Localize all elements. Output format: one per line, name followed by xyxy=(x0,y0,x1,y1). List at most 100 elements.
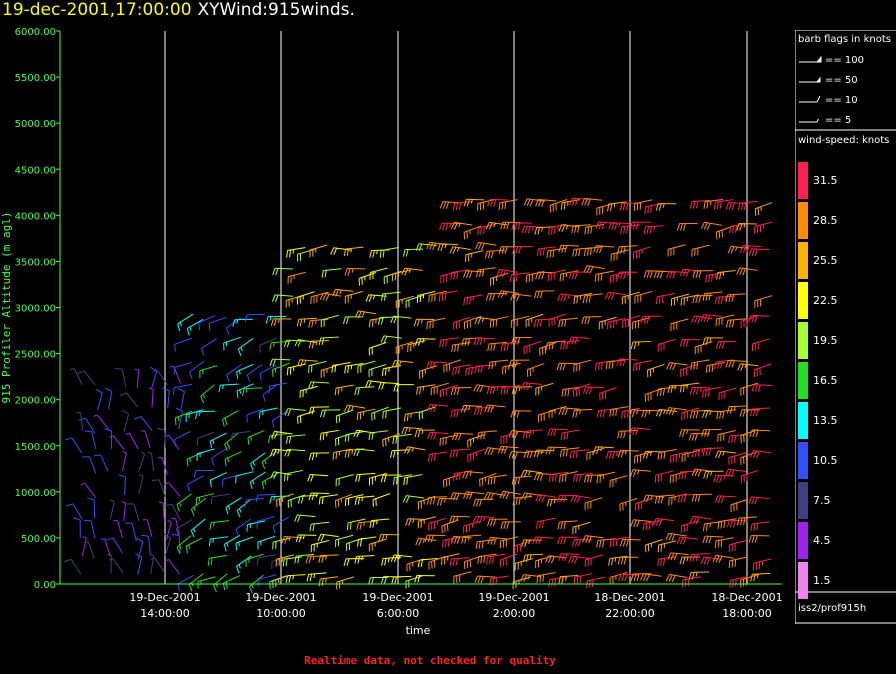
wind-barb xyxy=(403,411,424,422)
barb-flag xyxy=(305,556,309,564)
barb-flag xyxy=(390,315,395,324)
barb-flag xyxy=(744,364,747,369)
barb-flag xyxy=(346,405,351,413)
barb-flag xyxy=(512,274,515,282)
barb-staff xyxy=(258,554,277,559)
barb-flag xyxy=(337,387,340,395)
barb-staff xyxy=(550,471,569,476)
wind-barb xyxy=(319,429,339,441)
wind-barb xyxy=(118,474,127,496)
barb-flag xyxy=(95,388,103,394)
barb-flag xyxy=(208,538,211,547)
barb-flag xyxy=(699,387,702,392)
wind-barb xyxy=(438,290,458,302)
barb-flag xyxy=(612,539,615,547)
barb-flag xyxy=(532,536,536,544)
wind-barb xyxy=(334,493,353,508)
barb-flag xyxy=(631,409,636,418)
barb-flag xyxy=(721,341,725,349)
barb-flag xyxy=(420,319,423,324)
barb-flag xyxy=(628,574,631,579)
wind-barb xyxy=(258,574,277,587)
barb-flag xyxy=(535,536,539,545)
barb-flag xyxy=(529,199,534,207)
barb-flag xyxy=(726,520,731,528)
wind-barb xyxy=(113,519,123,538)
barb-flag xyxy=(564,553,568,562)
barb-flag xyxy=(493,537,497,545)
barb-flag xyxy=(725,360,729,368)
barb-flag xyxy=(583,248,586,257)
barb-flag xyxy=(226,374,230,383)
barb-flag xyxy=(520,470,525,478)
barb-staff xyxy=(185,537,203,547)
wind-barb xyxy=(365,294,387,302)
barb-flag xyxy=(534,227,538,236)
barb-flag xyxy=(729,520,734,528)
barb-flag xyxy=(315,340,318,346)
wind-barb xyxy=(257,535,276,550)
barb-staff xyxy=(752,572,771,575)
barb-item-100: == 100 xyxy=(825,55,865,66)
barb-flag xyxy=(561,245,565,253)
barb-flag xyxy=(445,223,449,231)
barb-flag xyxy=(680,223,683,231)
barb-flag xyxy=(288,436,292,444)
barb-flag xyxy=(494,361,497,366)
barb-flag xyxy=(499,269,504,277)
barb-flag xyxy=(238,564,241,569)
barb-flag xyxy=(268,435,271,444)
barb-flag xyxy=(680,298,683,306)
barb-flag xyxy=(523,382,528,391)
barb-staff xyxy=(133,503,140,522)
barb-flag xyxy=(663,558,666,566)
barb-flag xyxy=(703,471,707,479)
barb-flag xyxy=(570,495,575,503)
y-tick-label: 3000.00 xyxy=(15,304,56,315)
barb-flag xyxy=(671,533,676,542)
barb-flag xyxy=(343,248,347,257)
barb-staff xyxy=(109,501,115,520)
barb-flag xyxy=(608,451,612,459)
wind-barb xyxy=(642,494,665,503)
wind-barb xyxy=(255,494,276,503)
barb-flag xyxy=(93,454,101,457)
wind-barb xyxy=(630,573,652,581)
color-swatch-label: 28.5 xyxy=(813,214,838,227)
barb-flag xyxy=(574,556,578,564)
wind-barb xyxy=(739,244,761,253)
barb-flag xyxy=(705,410,709,418)
barb-flag xyxy=(121,501,126,504)
wind-barb xyxy=(70,368,83,386)
barb-flag xyxy=(700,556,705,565)
barb-flag xyxy=(381,558,384,566)
wind-barb xyxy=(533,290,555,299)
wind-barb xyxy=(308,452,330,461)
barb-flag xyxy=(395,476,398,485)
barb-flag xyxy=(539,248,542,256)
x-tick-date: 18-Dec-2001 xyxy=(711,591,782,604)
barb-flag xyxy=(77,370,85,375)
wind-barb xyxy=(335,409,354,424)
barb-flag xyxy=(334,364,337,373)
wind-barb xyxy=(535,555,554,569)
barb-flag xyxy=(78,417,86,421)
wind-barb xyxy=(247,429,265,445)
wind-barb xyxy=(599,387,617,401)
barb-flag xyxy=(359,538,362,547)
barb-flag xyxy=(524,539,528,548)
wind-barb xyxy=(584,224,604,235)
barb-staff xyxy=(715,199,734,203)
wind-barb xyxy=(201,338,217,356)
wind-barb xyxy=(498,199,518,211)
data-source-label: iss2/prof915h xyxy=(798,603,867,614)
barb-flag xyxy=(563,495,567,503)
barb-flag xyxy=(692,554,696,562)
barb-flag xyxy=(297,496,301,504)
barb-staff xyxy=(178,411,184,430)
barb-flag xyxy=(750,450,754,458)
barb-flag xyxy=(682,556,686,565)
barb-flag xyxy=(222,384,224,390)
wind-barb xyxy=(320,314,339,328)
barb-flag xyxy=(542,520,544,528)
